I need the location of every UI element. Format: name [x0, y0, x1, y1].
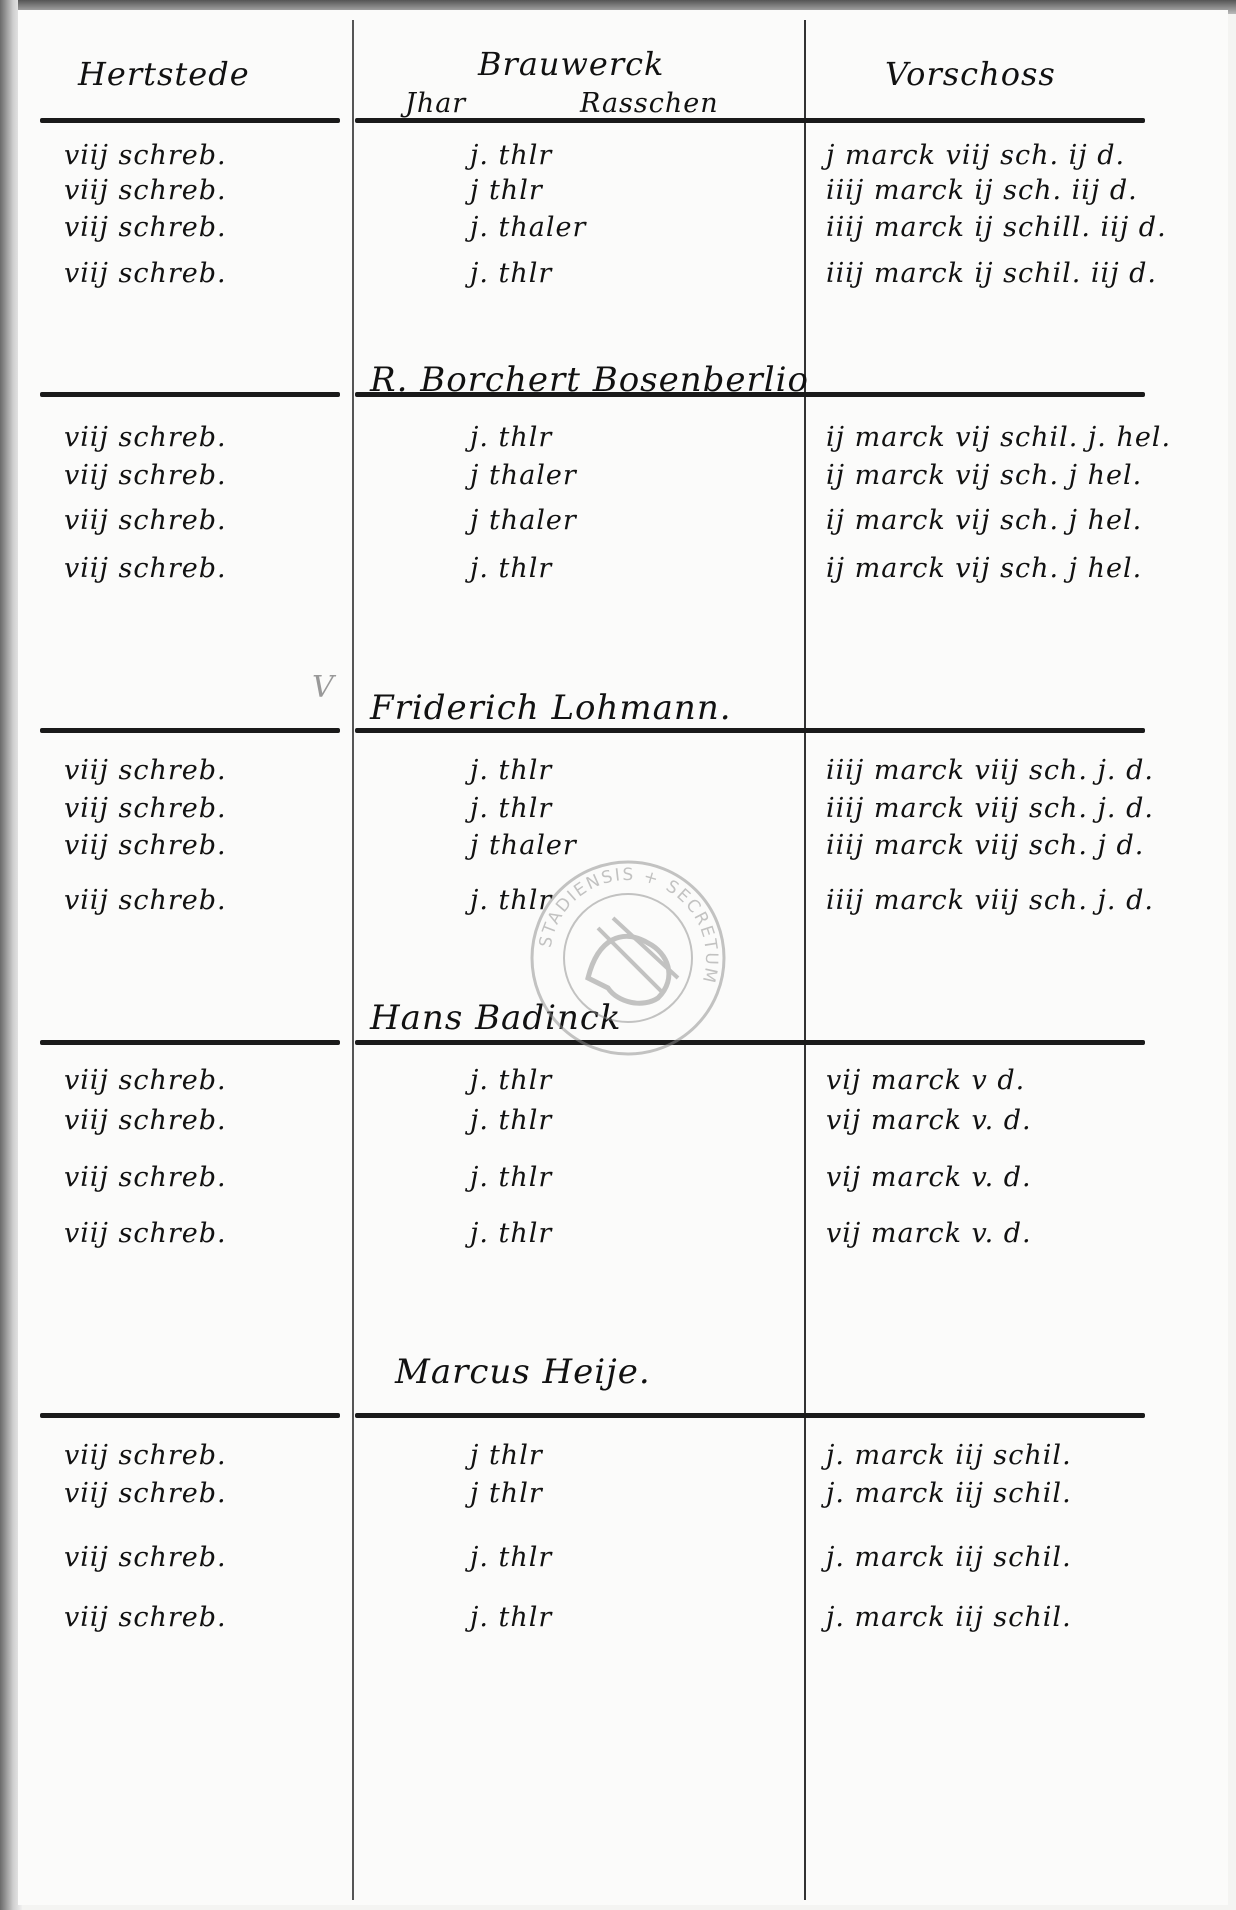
header-brauwerck: Brauwerck — [478, 45, 665, 83]
hertstede-cell: viij schreb. — [64, 1065, 227, 1096]
brauwerck-cell: j thlr — [470, 1440, 543, 1471]
hertstede-cell: viij schreb. — [64, 1440, 227, 1471]
hertstede-cell: viij schreb. — [64, 212, 227, 243]
hertstede-cell: viij schreb. — [64, 1478, 227, 1509]
hertstede-cell: viij schreb. — [64, 885, 227, 916]
vorschoss-cell: j. marck iij schil. — [826, 1542, 1072, 1573]
hertstede-cell: viij schreb. — [64, 553, 227, 584]
brauwerck-cell: j. thlr — [470, 755, 553, 786]
brauwerck-cell: j thlr — [470, 175, 543, 206]
vorschoss-cell: iiij marck ij sch. iij d. — [826, 175, 1138, 206]
brauwerck-cell: j thaler — [470, 505, 577, 536]
brauwerck-cell: j. thlr — [470, 140, 553, 171]
margin-mark: V — [312, 670, 335, 705]
column-divider-1 — [352, 20, 354, 1900]
rule-left-5 — [40, 1413, 340, 1418]
column-divider-2 — [804, 20, 806, 1900]
hertstede-cell: viij schreb. — [64, 175, 227, 206]
manuscript-page — [18, 10, 1228, 1905]
vorschoss-cell: iiij marck viij sch. j. d. — [826, 885, 1154, 916]
header-vorschoss: Vorschoss — [885, 55, 1056, 93]
vorschoss-cell: j. marck iij schil. — [826, 1440, 1072, 1471]
rule-left-4 — [40, 1040, 340, 1045]
householder-name: Hans Badinck — [370, 998, 622, 1038]
svg-text:STADIENSIS + SECRETUM: STADIENSIS + SECRETUM — [536, 865, 721, 986]
header-hertstede: Hertstede — [78, 55, 250, 93]
vorschoss-cell: iiij marck ij schill. iij d. — [826, 212, 1167, 243]
vorschoss-cell: vij marck v. d. — [826, 1105, 1032, 1136]
brauwerck-cell: j. thlr — [470, 793, 553, 824]
vorschoss-cell: j. marck iij schil. — [826, 1478, 1072, 1509]
hertstede-cell: viij schreb. — [64, 755, 227, 786]
rule-right-1 — [355, 118, 1145, 123]
householder-name: Marcus Heije. — [395, 1352, 651, 1392]
seal-stamp: STADIENSIS + SECRETUM — [530, 860, 726, 1056]
vorschoss-cell: iiij marck viij sch. j d. — [826, 830, 1145, 861]
header-rasschen: Rasschen — [580, 88, 719, 119]
book-binding — [0, 0, 22, 1910]
brauwerck-cell: j thaler — [470, 460, 577, 491]
brauwerck-cell: j thlr — [470, 1478, 543, 1509]
vorschoss-cell: ij marck vij sch. j hel. — [826, 505, 1143, 536]
brauwerck-cell: j. thlr — [470, 553, 553, 584]
brauwerck-cell: j. thlr — [470, 1162, 553, 1193]
brauwerck-cell: j. thaler — [470, 212, 587, 243]
hertstede-cell: viij schreb. — [64, 140, 227, 171]
vorschoss-cell: vij marck v. d. — [826, 1162, 1032, 1193]
brauwerck-cell: j. thlr — [470, 258, 553, 289]
hertstede-cell: viij schreb. — [64, 793, 227, 824]
vorschoss-cell: j. marck iij schil. — [826, 1602, 1072, 1633]
brauwerck-cell: j. thlr — [470, 885, 553, 916]
brauwerck-cell: j thaler — [470, 830, 577, 861]
householder-name: R. Borchert Bosenberlio — [370, 360, 809, 400]
vorschoss-cell: vij marck v. d. — [826, 1218, 1032, 1249]
hertstede-cell: viij schreb. — [64, 422, 227, 453]
hertstede-cell: viij schreb. — [64, 1542, 227, 1573]
brauwerck-cell: j. thlr — [470, 1602, 553, 1633]
hertstede-cell: viij schreb. — [64, 1218, 227, 1249]
hertstede-cell: viij schreb. — [64, 460, 227, 491]
hertstede-cell: viij schreb. — [64, 1162, 227, 1193]
hertstede-cell: viij schreb. — [64, 830, 227, 861]
rule-left-1 — [40, 118, 340, 123]
brauwerck-cell: j. thlr — [470, 422, 553, 453]
vorschoss-cell: j marck viij sch. ij d. — [826, 140, 1126, 171]
vorschoss-cell: vij marck v d. — [826, 1065, 1026, 1096]
hertstede-cell: viij schreb. — [64, 505, 227, 536]
vorschoss-cell: ij marck vij sch. j hel. — [826, 460, 1143, 491]
vorschoss-cell: iiij marck viij sch. j. d. — [826, 755, 1154, 786]
brauwerck-cell: j. thlr — [470, 1105, 553, 1136]
brauwerck-cell: j. thlr — [470, 1542, 553, 1573]
rule-right-2 — [355, 392, 1145, 397]
rule-left-3 — [40, 728, 340, 733]
brauwerck-cell: j. thlr — [470, 1065, 553, 1096]
rule-right-5 — [355, 1413, 1145, 1418]
vorschoss-cell: iiij marck ij schil. iij d. — [826, 258, 1158, 289]
brauwerck-cell: j. thlr — [470, 1218, 553, 1249]
vorschoss-cell: ij marck vij schil. j. hel. — [826, 422, 1172, 453]
seal-legend: STADIENSIS + SECRETUM — [536, 865, 719, 986]
hertstede-cell: viij schreb. — [64, 1105, 227, 1136]
header-jhar: Jhar — [405, 88, 467, 119]
rule-right-3 — [355, 728, 1145, 733]
hertstede-cell: viij schreb. — [64, 1602, 227, 1633]
vorschoss-cell: iiij marck viij sch. j. d. — [826, 793, 1154, 824]
hertstede-cell: viij schreb. — [64, 258, 227, 289]
lion-emblem-icon — [585, 933, 672, 1006]
householder-name: Friderich Lohmann. — [370, 688, 732, 728]
rule-right-4 — [355, 1040, 1145, 1045]
rule-left-2 — [40, 392, 340, 397]
vorschoss-cell: ij marck vij sch. j hel. — [826, 553, 1143, 584]
